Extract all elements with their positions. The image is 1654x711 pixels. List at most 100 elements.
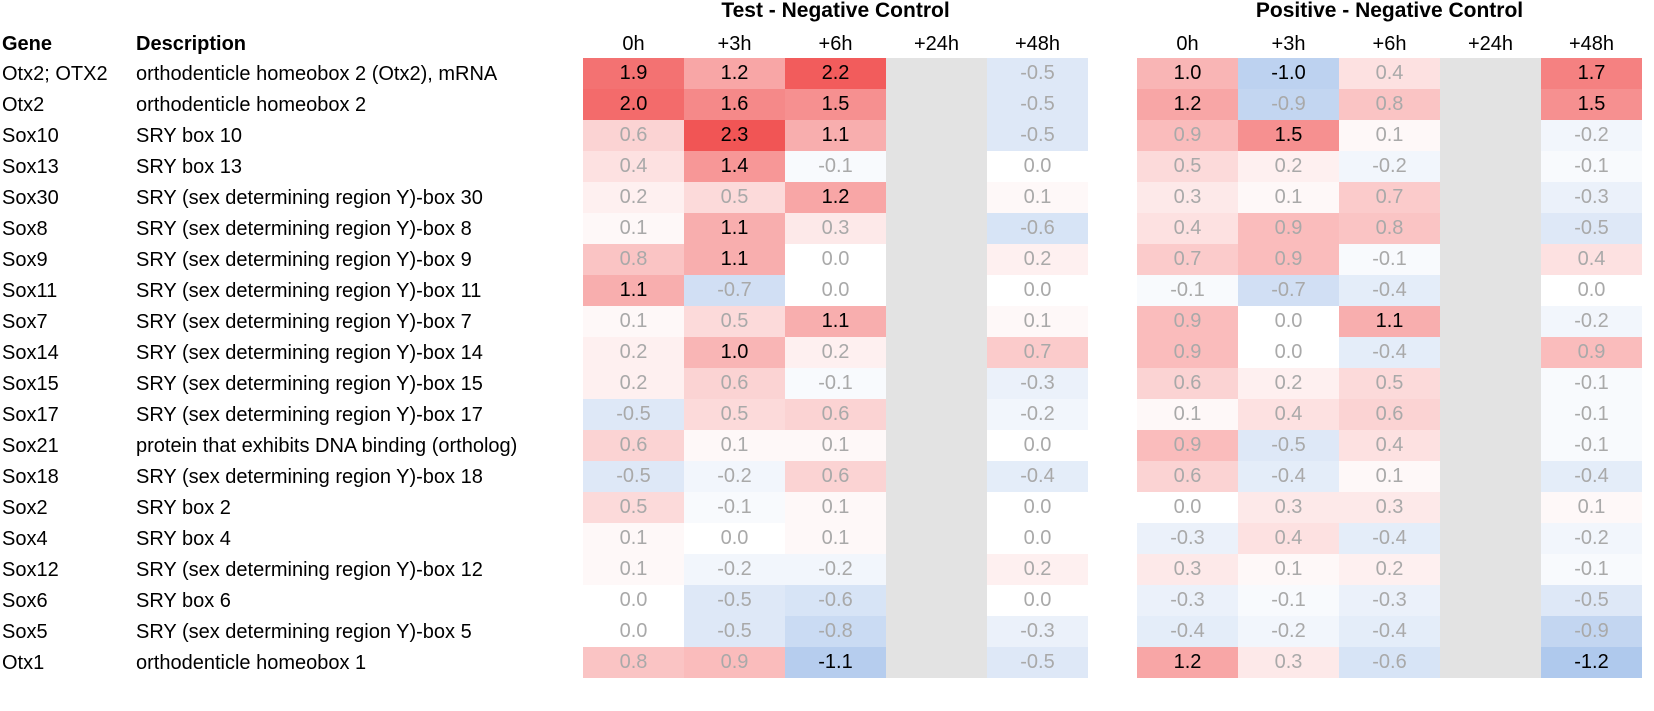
- heatmap-cell: 0.5: [684, 399, 785, 430]
- heatmap-cell-empty: [886, 120, 987, 151]
- heatmap-cell: 0.2: [987, 554, 1088, 585]
- heatmap-cell: -0.2: [785, 554, 886, 585]
- description-label: orthodenticle homeobox 2: [136, 94, 367, 116]
- heatmap-cell: 0.5: [684, 306, 785, 337]
- heatmap-cell-empty: [886, 492, 987, 523]
- heatmap-cell: 0.9: [1541, 337, 1642, 368]
- heatmap-cell: -0.4: [1339, 275, 1440, 306]
- heatmap-cell: 0.6: [1137, 368, 1238, 399]
- heatmap-cell: 0.0: [987, 585, 1088, 616]
- heatmap-cell: 0.1: [684, 430, 785, 461]
- description-label: SRY (sex determining region Y)-box 30: [136, 187, 483, 209]
- heatmap-cell: -0.7: [684, 275, 785, 306]
- heatmap-cell: -0.5: [987, 58, 1088, 89]
- heatmap-cell: -0.5: [987, 120, 1088, 151]
- heatmap-cell: 0.6: [583, 120, 684, 151]
- heatmap-cell: -0.2: [1238, 616, 1339, 647]
- group-title-test: Test - Negative Control: [721, 0, 950, 22]
- heatmap-cell: -0.1: [1238, 585, 1339, 616]
- heatmap-cell: -0.9: [1238, 89, 1339, 120]
- heatmap-cell: 1.7: [1541, 58, 1642, 89]
- heatmap-cell: 0.9: [1137, 120, 1238, 151]
- heatmap-cell-empty: [1440, 461, 1541, 492]
- description-label: SRY box 2: [136, 497, 231, 519]
- description-label: SRY (sex determining region Y)-box 7: [136, 311, 472, 333]
- heatmap-cell: 0.7: [987, 337, 1088, 368]
- heatmap-cell-empty: [1440, 585, 1541, 616]
- description-label: SRY (sex determining region Y)-box 12: [136, 559, 483, 581]
- heatmap-cell: -0.5: [1541, 585, 1642, 616]
- heatmap-cell: 0.2: [583, 337, 684, 368]
- description-label: SRY box 4: [136, 528, 231, 550]
- heatmap-cell: -0.1: [1541, 430, 1642, 461]
- heatmap-cell: 0.1: [1238, 554, 1339, 585]
- heatmap-cell-empty: [886, 399, 987, 430]
- heatmap-cell: 0.1: [1137, 399, 1238, 430]
- heatmap-cell: 0.7: [1339, 182, 1440, 213]
- heatmap-cell-empty: [1440, 306, 1541, 337]
- heatmap-cell: -0.6: [785, 585, 886, 616]
- timepoint-header: 0h: [1176, 33, 1199, 55]
- description-label: SRY box 13: [136, 156, 243, 178]
- description-label: orthodenticle homeobox 1: [136, 652, 367, 674]
- heatmap-cell-empty: [1440, 523, 1541, 554]
- group-title-positive: Positive - Negative Control: [1255, 0, 1524, 22]
- heatmap-cell: -0.3: [1137, 523, 1238, 554]
- column-header-gene: Gene: [2, 33, 53, 55]
- heatmap-cell: -0.7: [1238, 275, 1339, 306]
- heatmap-cell: -0.3: [1541, 182, 1642, 213]
- heatmap-cell: 0.3: [1137, 554, 1238, 585]
- heatmap-cell: -0.5: [684, 585, 785, 616]
- timepoint-header: 0h: [622, 33, 645, 55]
- description-label: SRY (sex determining region Y)-box 5: [136, 621, 472, 643]
- timepoint-header: +48h: [1568, 33, 1615, 55]
- heatmap-cell: -0.2: [1541, 306, 1642, 337]
- heatmap-cell-empty: [1440, 213, 1541, 244]
- gene-label: Sox11: [2, 280, 58, 302]
- heatmap-cell: 0.4: [1238, 523, 1339, 554]
- heatmap-cell: 0.0: [987, 492, 1088, 523]
- heatmap-cell: 0.9: [684, 647, 785, 678]
- heatmap-cell-empty: [1440, 647, 1541, 678]
- heatmap-cell: 0.3: [1238, 647, 1339, 678]
- heatmap-cell: 0.0: [785, 275, 886, 306]
- gene-label: Sox14: [2, 342, 59, 364]
- heatmap-cell: 0.0: [987, 275, 1088, 306]
- gene-label: Sox5: [2, 621, 48, 643]
- heatmap-cell: -0.2: [684, 461, 785, 492]
- heatmap-cell-empty: [886, 430, 987, 461]
- heatmap-cell: -0.6: [987, 213, 1088, 244]
- heatmap-cell: -0.1: [1339, 244, 1440, 275]
- heatmap-cell: -0.2: [987, 399, 1088, 430]
- gene-label: Sox17: [2, 404, 59, 426]
- heatmap-cell-empty: [886, 244, 987, 275]
- heatmap-cell: 0.0: [1137, 492, 1238, 523]
- heatmap-cell: 0.6: [785, 461, 886, 492]
- heatmap-cell: -0.5: [1541, 213, 1642, 244]
- heatmap-cell: -0.4: [1339, 523, 1440, 554]
- heatmap-cell: 1.5: [785, 89, 886, 120]
- heatmap-cell: 0.1: [583, 213, 684, 244]
- heatmap-cell: 0.0: [583, 616, 684, 647]
- description-label: orthodenticle homeobox 2 (Otx2), mRNA: [136, 63, 498, 85]
- heatmap-cell: 1.0: [1137, 58, 1238, 89]
- heatmap-cell-empty: [1440, 368, 1541, 399]
- heatmap-cell: 0.8: [583, 647, 684, 678]
- heatmap-cell: 0.0: [1238, 306, 1339, 337]
- heatmap-cell: 0.2: [1238, 368, 1339, 399]
- heatmap-cell: 0.1: [583, 554, 684, 585]
- heatmap-cell: 1.5: [1238, 120, 1339, 151]
- heatmap-cell-empty: [886, 213, 987, 244]
- column-header-description: Description: [136, 33, 247, 55]
- heatmap-cell: -0.2: [1541, 120, 1642, 151]
- timepoint-header: +6h: [818, 33, 853, 55]
- heatmap-cell: 0.4: [1541, 244, 1642, 275]
- heatmap-cell: 0.2: [583, 368, 684, 399]
- gene-label: Sox7: [2, 311, 48, 333]
- heatmap-cell: 0.5: [1137, 151, 1238, 182]
- heatmap-cell: 0.9: [1238, 244, 1339, 275]
- heatmap-cell: 0.6: [1339, 399, 1440, 430]
- heatmap-cell-empty: [1440, 430, 1541, 461]
- heatmap-cell-empty: [1440, 120, 1541, 151]
- heatmap-cell: 1.0: [684, 337, 785, 368]
